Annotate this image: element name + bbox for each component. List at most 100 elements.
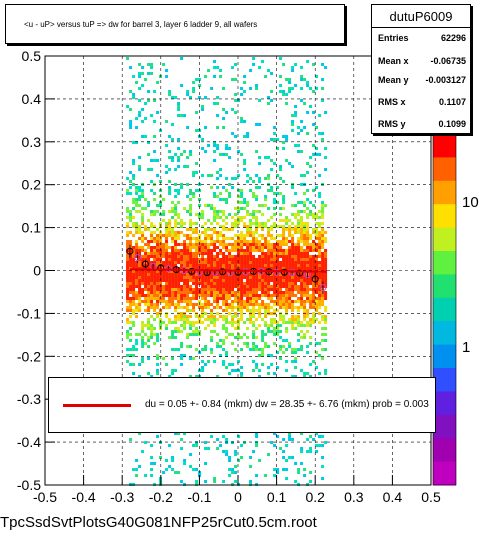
- heatmap-cell: [147, 252, 151, 255]
- heatmap-cell: [174, 207, 178, 210]
- heatmap-cell: [126, 360, 130, 363]
- heatmap-cell: [186, 258, 190, 261]
- heatmap-cell: [321, 465, 325, 468]
- heatmap-cell: [258, 264, 262, 267]
- heatmap-cell: [210, 240, 214, 243]
- heatmap-cell: [297, 255, 301, 258]
- heatmap-cell: [132, 276, 136, 279]
- heatmap-cell: [183, 306, 187, 309]
- fit-line: [129, 268, 327, 273]
- heatmap-cell: [180, 300, 184, 303]
- heatmap-cell: [141, 66, 145, 69]
- heatmap-cell: [141, 357, 145, 360]
- heatmap-cell: [297, 246, 301, 249]
- heatmap-cell: [318, 231, 322, 234]
- heatmap-cell: [285, 216, 289, 219]
- heatmap-cell: [177, 303, 181, 306]
- heatmap-cell: [285, 240, 289, 243]
- heatmap-cell: [252, 231, 256, 234]
- heatmap-cell: [258, 204, 262, 207]
- heatmap-cell: [156, 246, 160, 249]
- heatmap-cell: [261, 276, 265, 279]
- heatmap-cell: [147, 372, 151, 375]
- heatmap-cell: [243, 264, 247, 267]
- heatmap-cell: [162, 246, 166, 249]
- heatmap-cell: [171, 273, 175, 276]
- heatmap-cell: [300, 279, 304, 282]
- heatmap-cell: [258, 186, 262, 189]
- heatmap-cell: [231, 66, 235, 69]
- heatmap-cell: [261, 255, 265, 258]
- heatmap-cell: [138, 363, 142, 366]
- heatmap-cell: [225, 258, 229, 261]
- heatmap-cell: [312, 144, 316, 147]
- heatmap-cell: [312, 288, 316, 291]
- heatmap-cell: [297, 324, 301, 327]
- heatmap-cell: [189, 276, 193, 279]
- heatmap-cell: [192, 264, 196, 267]
- heatmap-cell: [228, 255, 232, 258]
- heatmap-cell: [171, 216, 175, 219]
- heatmap-cell: [198, 234, 202, 237]
- heatmap-cell: [258, 348, 262, 351]
- heatmap-cell: [174, 240, 178, 243]
- heatmap-cell: [294, 246, 298, 249]
- heatmap-cell: [147, 357, 151, 360]
- heatmap-cell: [318, 114, 322, 117]
- heatmap-cell: [165, 303, 169, 306]
- heatmap-cell: [309, 306, 313, 309]
- heatmap-cell: [165, 468, 169, 471]
- heatmap-cell: [309, 87, 313, 90]
- heatmap-cell: [306, 111, 310, 114]
- heatmap-cell: [174, 318, 178, 321]
- heatmap-cell: [255, 87, 259, 90]
- heatmap-cell: [291, 291, 295, 294]
- heatmap-cell: [210, 207, 214, 210]
- heatmap-cell: [297, 243, 301, 246]
- heatmap-cell: [252, 243, 256, 246]
- profile-point: [234, 268, 242, 276]
- heatmap-cell: [228, 456, 232, 459]
- heatmap-cell: [213, 291, 217, 294]
- heatmap-cell: [216, 195, 220, 198]
- heatmap-cell: [183, 273, 187, 276]
- heatmap-cell: [258, 315, 262, 318]
- heatmap-cell: [171, 264, 175, 267]
- heatmap-cell: [210, 255, 214, 258]
- heatmap-cell: [234, 282, 238, 285]
- heatmap-cell: [135, 252, 139, 255]
- heatmap-cell: [180, 306, 184, 309]
- heatmap-cell: [300, 222, 304, 225]
- heatmap-cell: [258, 249, 262, 252]
- heatmap-cell: [141, 291, 145, 294]
- heatmap-cell: [216, 447, 220, 450]
- stats-box: dutuP6009 Entries 62296 Mean x -0.06735 …: [371, 4, 471, 134]
- heatmap-cell: [225, 147, 229, 150]
- fit-legend-text: du = 0.05 +- 0.84 (mkm) dw = 28.35 +- 6.…: [145, 399, 429, 410]
- heatmap-cell: [216, 288, 220, 291]
- heatmap-cell: [240, 444, 244, 447]
- heatmap-cell: [159, 180, 163, 183]
- heatmap-cell: [294, 285, 298, 288]
- heatmap-cell: [258, 240, 262, 243]
- heatmap-cell: [309, 297, 313, 300]
- z-tick-label: 10: [462, 194, 479, 211]
- heatmap-cell: [234, 255, 238, 258]
- heatmap-cell: [201, 252, 205, 255]
- heatmap-cell: [303, 324, 307, 327]
- heatmap-cell: [309, 318, 313, 321]
- heatmap-cell: [162, 270, 166, 273]
- heatmap-cell: [135, 261, 139, 264]
- profile-point: [296, 269, 304, 277]
- heatmap-cell: [234, 297, 238, 300]
- heatmap-cell: [204, 249, 208, 252]
- heatmap-cell: [144, 282, 148, 285]
- heatmap-cell: [288, 276, 292, 279]
- heatmap-cell: [213, 150, 217, 153]
- heatmap-cell: [231, 261, 235, 264]
- heatmap-cell: [210, 267, 214, 270]
- heatmap-cell: [162, 276, 166, 279]
- heatmap-cell: [240, 336, 244, 339]
- heatmap-cell: [303, 285, 307, 288]
- heatmap-cell: [177, 216, 181, 219]
